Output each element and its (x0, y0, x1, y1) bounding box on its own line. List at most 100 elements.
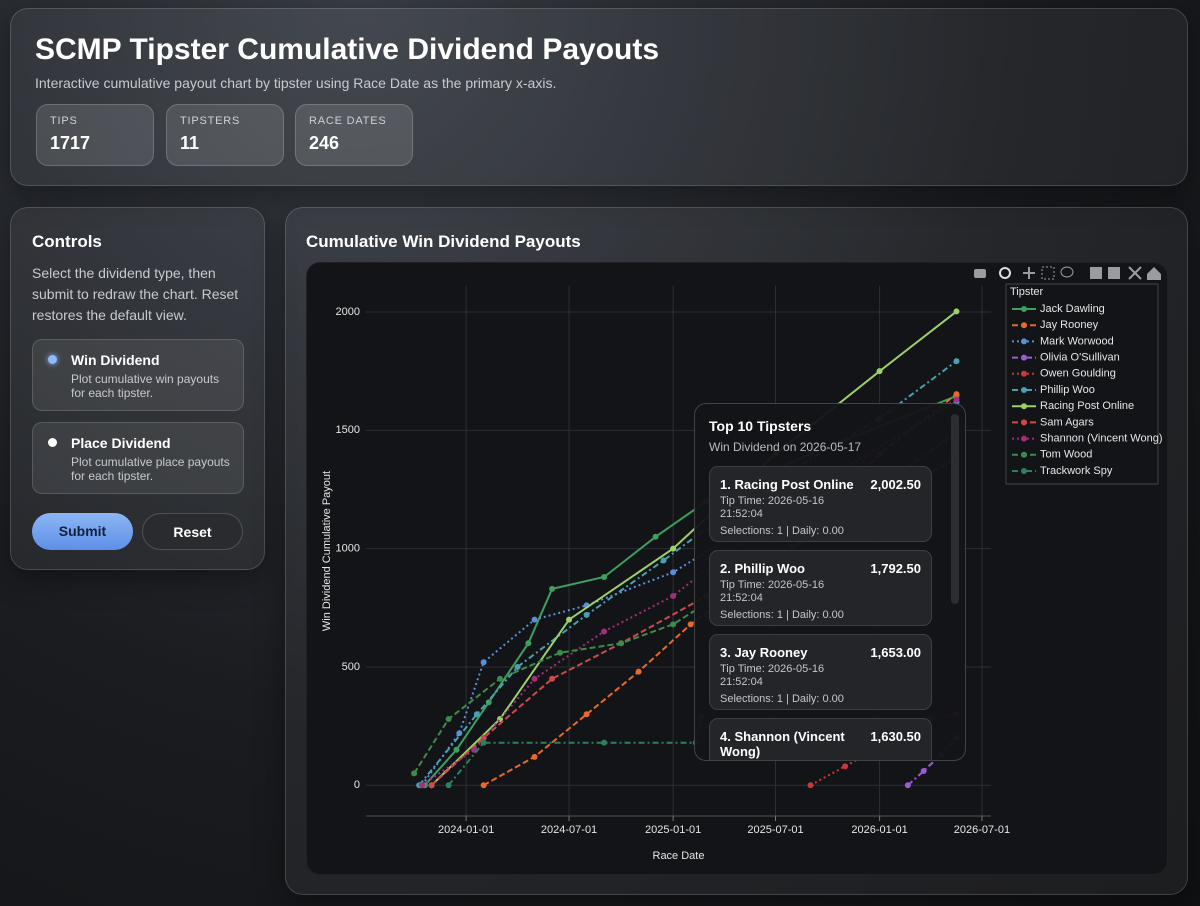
legend-marker (1021, 354, 1027, 361)
point (549, 585, 556, 592)
point (549, 675, 556, 682)
point (557, 649, 564, 656)
legend-marker (1021, 435, 1027, 442)
radio-selected (48, 355, 57, 364)
legend-marker (1021, 468, 1027, 474)
point (687, 621, 694, 628)
point (531, 616, 538, 623)
point (670, 621, 677, 628)
stat: RACE DATES 246 (295, 104, 413, 166)
point (514, 663, 521, 670)
point (480, 739, 487, 746)
stat-label: RACE DATES (309, 115, 387, 127)
point (583, 711, 590, 718)
x-tick-label: 2025-07-01 (747, 824, 803, 836)
x-axis-title: Race Date (653, 850, 705, 862)
legend-marker (1021, 338, 1027, 345)
option-description: Plot cumulative place payouts for each t… (71, 455, 230, 483)
legend-title: Tipster (1010, 286, 1044, 298)
autoscale-icon[interactable] (1128, 266, 1142, 280)
legend-marker (1021, 451, 1027, 458)
legend-marker (1021, 387, 1027, 393)
legend-marker (1021, 306, 1027, 312)
tipster-name: 1. Racing Post Online (720, 477, 854, 492)
point (566, 616, 573, 623)
legend-label: Jack Dawling (1040, 303, 1105, 315)
y-tick-label: 500 (342, 661, 360, 673)
modebar[interactable] (974, 266, 1161, 280)
point (618, 640, 625, 647)
chart-card: Cumulative Win Dividend Payouts 0 500 1000… (285, 207, 1188, 895)
legend-marker (1021, 419, 1027, 426)
point (670, 569, 677, 576)
option-description: Plot cumulative win payouts for each tip… (71, 372, 220, 400)
option-label: Win Dividend (71, 352, 160, 368)
zoom-icon[interactable] (999, 267, 1011, 279)
tip-time: Tip Time: 2026-05-16 21:52:04 (720, 579, 825, 604)
tipster-name: 4. Shannon (Vincent Wong) (720, 729, 845, 759)
point (953, 396, 960, 403)
reset-button[interactable]: Reset (142, 513, 243, 550)
legend-label: Phillip Woo (1040, 384, 1095, 396)
radio-option[interactable]: Win Dividend Plot cumulative win payouts … (32, 339, 244, 411)
payout: 2,002.50 (870, 477, 921, 492)
point (418, 782, 425, 789)
legend-box (1005, 283, 1159, 485)
tooltip-title: Top 10 Tipsters (709, 418, 812, 434)
submit-button[interactable]: Submit (32, 513, 133, 550)
legend-label: Mark Worwood (1040, 335, 1114, 347)
point (497, 675, 504, 682)
y-tick-label: 1500 (336, 424, 360, 436)
x-tick-label: 2026-07-01 (954, 824, 1010, 836)
point (635, 668, 642, 675)
point (953, 358, 960, 365)
home-icon[interactable] (1147, 267, 1161, 280)
x-tick-label: 2025-01-01 (645, 824, 701, 836)
y-tick-label: 1000 (336, 543, 360, 555)
zoom-out-icon[interactable] (1108, 267, 1120, 279)
legend-label: Jay Rooney (1040, 319, 1099, 331)
point (904, 782, 911, 789)
camera-icon[interactable] (974, 269, 986, 278)
legend-marker (1021, 370, 1027, 377)
point (485, 699, 492, 706)
pan-icon[interactable] (1023, 267, 1035, 279)
point (428, 782, 435, 789)
tip-time: Tip Time: 2026-05-16 21:52:04 (720, 495, 825, 520)
lasso-icon[interactable] (1060, 266, 1074, 278)
point (601, 739, 608, 746)
point (525, 640, 532, 647)
stat-label: TIPS (50, 115, 78, 127)
legend-marker (1021, 403, 1027, 410)
header-card: SCMP Tipster Cumulative Dividend Payouts… (10, 8, 1188, 186)
x-tick-label: 2024-07-01 (541, 824, 597, 836)
x-tick-label: 2026-01-01 (851, 824, 907, 836)
select-icon[interactable] (1041, 266, 1055, 280)
point (842, 763, 849, 770)
option-label: Place Dividend (71, 435, 171, 451)
tooltip-list: 1. Racing Post Online 2,002.50 Tip Time: 2… (709, 466, 951, 760)
tooltip-item: 3. Jay Rooney 1,653.00 Tip Time: 2026-05-1… (709, 634, 932, 710)
zoom-in-icon[interactable] (1090, 267, 1102, 279)
y-tick-label: 0 (354, 779, 360, 791)
legend-label: Sam Agars (1040, 416, 1094, 428)
details: Selections: 1 | Daily: 0.00 (720, 693, 844, 705)
stat-value: 246 (309, 133, 340, 153)
point (601, 574, 608, 581)
payout: 1,653.00 (870, 645, 921, 660)
details: Selections: 1 | Daily: 0.00 (720, 525, 844, 537)
point (480, 782, 487, 789)
point (876, 368, 883, 375)
point (453, 746, 460, 753)
page-title: SCMP Tipster Cumulative Dividend Payouts (35, 33, 660, 66)
radio-option[interactable]: Place Dividend Plot cumulative place payo… (32, 422, 244, 494)
stat-value: 1717 (50, 133, 91, 153)
scrollbar[interactable] (951, 414, 959, 604)
series-line (413, 431, 958, 774)
panel-title: Cumulative Win Dividend Payouts (306, 232, 581, 251)
radio (48, 438, 57, 447)
series-line (447, 716, 703, 786)
legend-label: Shannon (Vincent Wong) (1040, 433, 1163, 445)
tooltip-item: 2. Phillip Woo 1,792.50 Tip Time: 2026-05-… (709, 550, 932, 626)
